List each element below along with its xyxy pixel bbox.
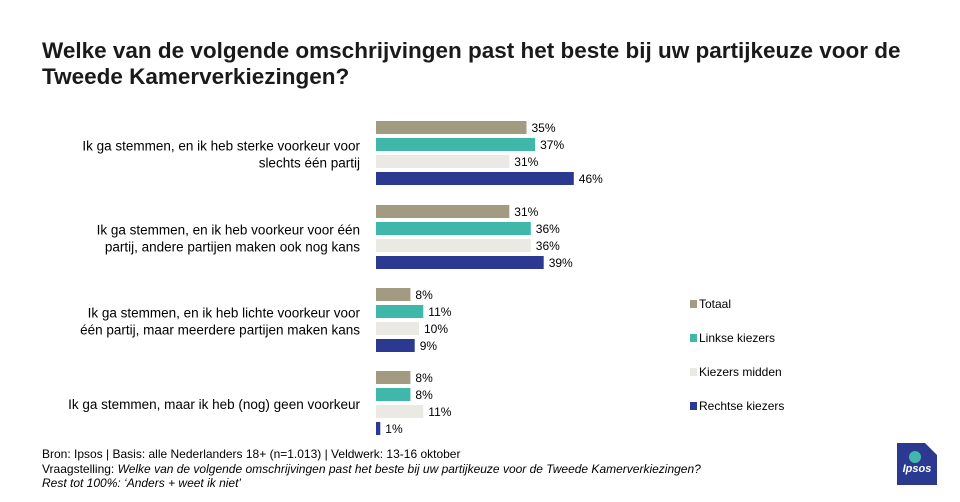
bar	[376, 121, 527, 134]
data-label: 31%	[514, 155, 538, 169]
chart-title: Welke van de volgende omschrijvingen pas…	[42, 38, 901, 89]
legend-label: Linkse kiezers	[699, 331, 775, 345]
data-label: 10%	[424, 322, 448, 336]
bar	[376, 422, 381, 435]
bar	[376, 288, 411, 301]
category-label: Ik ga stemmen, en ik heb sterke voorkeur…	[82, 139, 360, 171]
data-label: 8%	[415, 288, 433, 302]
legend-swatch	[690, 300, 697, 308]
legend-label: Kiezers midden	[699, 365, 782, 379]
bar	[376, 205, 510, 218]
legend-swatch	[690, 402, 697, 410]
question-text: Welke van de volgende omschrijvingen pas…	[117, 461, 701, 476]
bar	[376, 305, 424, 318]
category-label-line: Ik ga stemmen, maar ik heb (nog) geen vo…	[68, 397, 360, 412]
data-label: 31%	[514, 205, 538, 219]
data-label: 1%	[385, 422, 403, 436]
data-label: 37%	[540, 138, 564, 152]
logo-mark-icon	[909, 451, 921, 463]
legend-swatch	[690, 368, 697, 376]
category-label: Ik ga stemmen, en ik heb lichte voorkeur…	[80, 306, 360, 338]
data-label: 36%	[536, 239, 560, 253]
category-label: Ik ga stemmen, en ik heb voorkeur voor é…	[97, 223, 361, 255]
question-line: Vraagstelling: Welke van de volgende oms…	[42, 462, 701, 477]
data-label: 9%	[420, 339, 438, 353]
rest-line: Rest tot 100%: ‘Anders + weet ik niet’	[42, 476, 242, 490]
data-label: 35%	[532, 121, 556, 135]
data-label: 11%	[428, 305, 451, 319]
data-label: 8%	[415, 388, 433, 402]
data-label: 8%	[415, 371, 433, 385]
logo-corner	[925, 443, 937, 455]
category-label-line: één partij, maar meerdere partijen maken…	[80, 323, 360, 338]
bar	[376, 155, 510, 168]
bar	[376, 388, 411, 401]
bar	[376, 371, 411, 384]
data-label: 39%	[549, 256, 573, 270]
bar	[376, 138, 536, 151]
legend-label: Totaal	[699, 297, 731, 311]
data-label: 46%	[579, 172, 603, 186]
bar	[376, 256, 544, 269]
question-prefix: Vraagstelling:	[42, 461, 118, 476]
category-label-line: slechts één partij	[259, 156, 360, 171]
data-label: 11%	[428, 405, 451, 419]
category-label-line: Ik ga stemmen, en ik heb lichte voorkeur…	[88, 306, 361, 321]
source-line: Bron: Ipsos | Basis: alle Nederlanders 1…	[42, 447, 461, 461]
bar	[376, 222, 531, 235]
data-label: 36%	[536, 222, 560, 236]
bar	[376, 339, 415, 352]
category-label: Ik ga stemmen, maar ik heb (nog) geen vo…	[68, 397, 360, 412]
category-label-line: partij, andere partijen maken ook nog ka…	[105, 240, 360, 255]
legend-swatch	[690, 334, 697, 342]
legend-label: Rechtse kiezers	[699, 399, 784, 413]
category-label-line: Ik ga stemmen, en ik heb sterke voorkeur…	[82, 139, 360, 154]
bar	[376, 172, 574, 185]
footer: Bron: Ipsos | Basis: alle Nederlanders 1…	[42, 447, 701, 491]
bar	[376, 322, 419, 335]
category-label-line: Ik ga stemmen, en ik heb voorkeur voor é…	[97, 223, 360, 238]
logo-text: Ipsos	[902, 463, 932, 475]
bar	[376, 239, 531, 252]
ipsos-logo: Ipsos	[897, 443, 937, 485]
bar	[376, 405, 424, 418]
